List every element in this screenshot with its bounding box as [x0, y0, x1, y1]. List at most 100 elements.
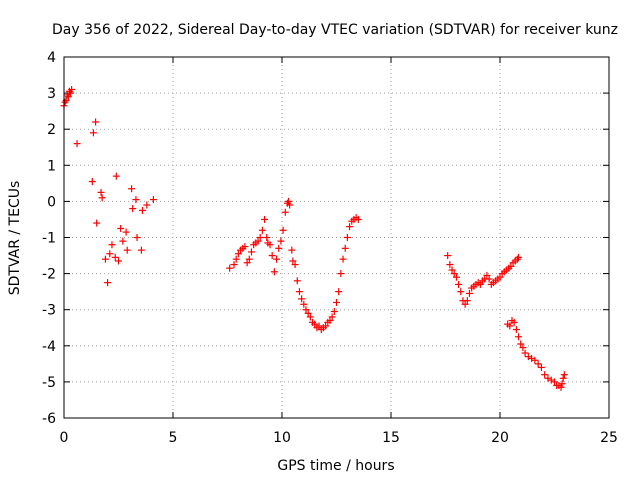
data-point: [337, 270, 345, 278]
data-point: [281, 208, 289, 216]
data-point: [302, 306, 310, 314]
data-point: [108, 241, 116, 249]
data-point: [521, 349, 529, 357]
data-point: [291, 261, 299, 269]
data-point: [261, 215, 269, 223]
data-point: [277, 237, 285, 245]
series: [60, 85, 157, 287]
data-point: [341, 244, 349, 252]
series: [226, 197, 362, 334]
data-point: [112, 172, 120, 180]
data-point: [541, 371, 549, 379]
data-point: [298, 295, 306, 303]
data-point: [245, 255, 253, 263]
data-point: [268, 252, 276, 260]
data-point: [111, 253, 119, 261]
data-point: [132, 196, 140, 204]
data-point: [448, 266, 456, 274]
data-point: [339, 255, 347, 263]
data-point: [311, 320, 319, 328]
data-point: [322, 322, 330, 330]
data-point: [289, 257, 297, 265]
data-point: [560, 371, 568, 379]
x-tick-label: 25: [600, 430, 618, 446]
data-point: [528, 354, 536, 362]
axis-tick-labels: 0 5 10 15 20 25 -6 -5 -4 -3 -2 -1 0 1 2 3 4: [42, 50, 618, 446]
x-axis-label: GPS time / hours: [277, 458, 394, 474]
data-point: [263, 234, 271, 241]
data-point: [547, 376, 555, 384]
data-point: [128, 185, 136, 193]
data-point: [138, 206, 146, 214]
data-point: [270, 268, 278, 276]
grid: [64, 57, 609, 418]
data-point: [485, 275, 493, 283]
y-tick-label: -4: [42, 339, 56, 355]
chart-title: Day 356 of 2022, Sidereal Day-to-day VTE…: [52, 22, 618, 38]
data-point: [123, 246, 131, 254]
data-point: [346, 223, 354, 231]
data-point: [243, 259, 251, 267]
data-point: [455, 280, 463, 288]
data-point: [101, 255, 109, 263]
data-point: [315, 322, 323, 330]
x-tick-label: 0: [60, 430, 69, 446]
y-tick-label: 4: [47, 50, 56, 66]
x-tick-label: 20: [491, 430, 509, 446]
data-point: [122, 228, 130, 236]
data-point: [304, 309, 312, 317]
data-point: [88, 178, 96, 186]
y-tick-label: 1: [47, 158, 56, 174]
y-tick-label: -2: [42, 267, 56, 283]
data-point: [89, 129, 97, 137]
data-point: [465, 289, 473, 297]
y-tick-label: -3: [42, 303, 56, 319]
data-point: [335, 288, 343, 296]
data-point: [286, 201, 294, 209]
data-point: [97, 188, 105, 196]
data-point: [506, 322, 514, 330]
data-point: [483, 271, 491, 279]
data-point: [531, 356, 539, 364]
data-point: [93, 219, 101, 227]
data-points: [60, 85, 568, 391]
data-point: [288, 246, 296, 254]
data-point: [457, 288, 465, 296]
data-point: [444, 252, 452, 260]
data-point: [137, 246, 145, 254]
data-point: [306, 313, 314, 321]
data-point: [496, 273, 504, 281]
x-tick-label: 15: [382, 430, 400, 446]
data-point: [285, 197, 293, 205]
y-tick-label: -5: [42, 375, 56, 391]
data-point: [92, 118, 100, 126]
data-point: [275, 244, 283, 252]
data-point: [279, 226, 287, 234]
data-point: [119, 237, 127, 245]
data-point: [106, 250, 114, 258]
data-point: [232, 255, 240, 263]
data-point: [343, 234, 351, 241]
data-point: [517, 340, 525, 348]
data-point: [104, 279, 112, 287]
data-point: [300, 300, 308, 308]
x-tick-label: 10: [273, 430, 291, 446]
y-tick-label: 3: [47, 86, 56, 102]
data-point: [452, 273, 460, 281]
data-point: [241, 243, 249, 251]
data-point: [266, 241, 274, 249]
data-point: [129, 205, 137, 213]
data-point: [534, 360, 542, 368]
data-point: [256, 234, 264, 241]
data-point: [544, 374, 552, 382]
data-point: [64, 93, 72, 101]
data-point: [67, 89, 75, 97]
y-tick-label: 0: [47, 194, 56, 210]
data-point: [524, 353, 532, 361]
data-point: [557, 383, 565, 391]
data-point: [559, 374, 567, 382]
data-point: [273, 255, 281, 263]
data-point: [512, 326, 520, 334]
data-point: [149, 196, 157, 204]
